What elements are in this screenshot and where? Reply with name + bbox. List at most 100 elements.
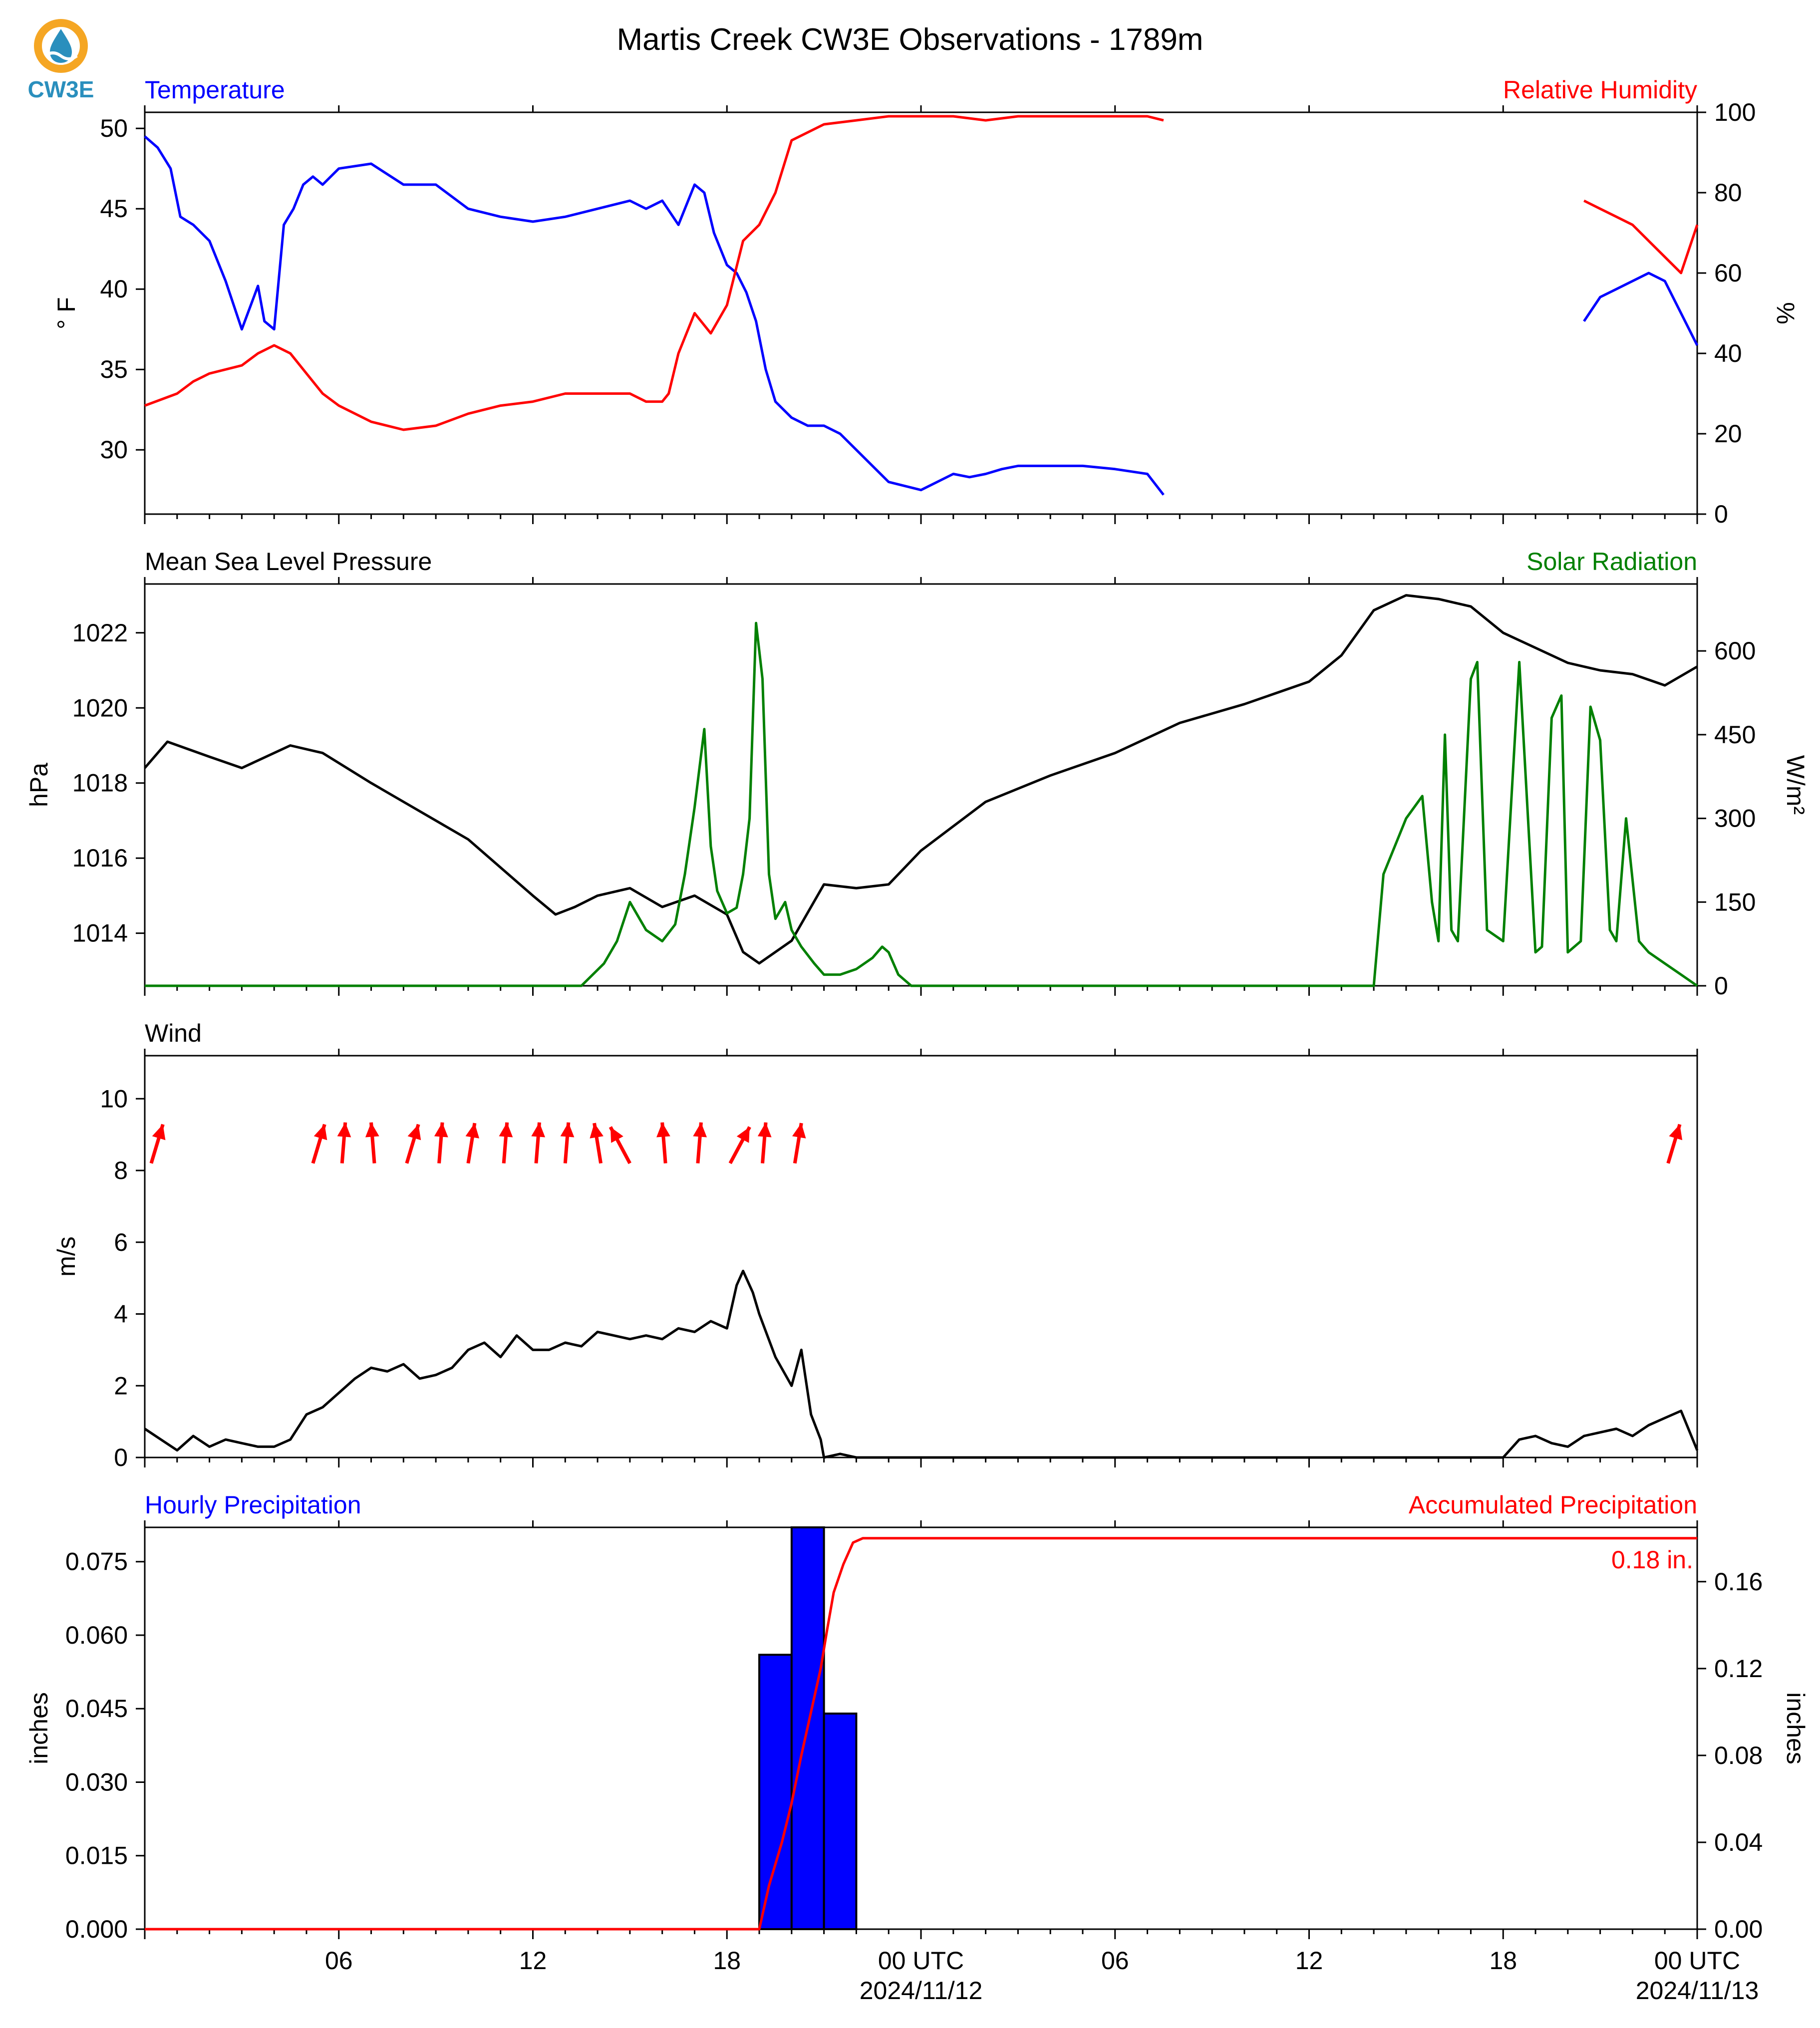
wind-arrow-head <box>560 1122 575 1138</box>
precip-left-tick-label: 0.030 <box>65 1768 128 1796</box>
wind-speed-line <box>144 1269 1699 1459</box>
precip-left-ylabel: inches <box>25 1692 53 1764</box>
temp_rh-left-title: Temperature <box>145 76 285 104</box>
precip-frame <box>144 1526 1698 1930</box>
precip-right-tick-label: 0.08 <box>1714 1741 1763 1769</box>
temp_rh-left-tick-label: 40 <box>100 275 128 303</box>
x-tick-label: 00 UTC <box>878 1947 964 1975</box>
wind-arrow-head <box>792 1123 806 1139</box>
temp_rh-right-tick-label: 0 <box>1714 500 1728 528</box>
pressure_solar-left-title: Mean Sea Level Pressure <box>145 548 432 576</box>
wind-left-tick-label: 8 <box>114 1157 128 1184</box>
pressure_solar-left-tick-label: 1020 <box>72 694 128 722</box>
pressure_solar-left-tick-label: 1022 <box>72 619 128 647</box>
panels: Temperature Relative Humidity303540455002… <box>25 76 1810 2005</box>
x-tick-label: 18 <box>1489 1947 1517 1975</box>
temp_rh-left-tick-label: 35 <box>100 355 128 383</box>
accumulated-total-label: 0.18 in. <box>1611 1546 1693 1574</box>
wind-arrow-head <box>465 1123 480 1139</box>
x-tick-label: 12 <box>519 1947 547 1975</box>
wind-arrow-head <box>152 1124 166 1141</box>
logo-wave-icon <box>44 51 78 60</box>
temperature-line <box>144 135 1165 496</box>
precip-right-tick-label: 0.00 <box>1714 1915 1763 1943</box>
pressure-line <box>144 594 1698 965</box>
wind-arrow-head <box>736 1127 750 1143</box>
wind-arrow-head <box>656 1122 670 1138</box>
wind-arrow-head <box>337 1122 351 1138</box>
chart-title: Martis Creek CW3E Observations - 1789m <box>617 22 1204 57</box>
solar-radiation-line <box>145 621 1698 987</box>
x-tick-label: 06 <box>1101 1947 1129 1975</box>
wind-arrow-head <box>590 1123 604 1139</box>
pressure_solar-right-title: Solar Radiation <box>1526 548 1697 576</box>
wind-arrow-head <box>757 1122 772 1138</box>
temp_rh-left-tick-label: 45 <box>100 195 128 223</box>
temp_rh-right-tick-label: 40 <box>1714 339 1742 367</box>
temp_rh-left-ylabel: ° F <box>52 297 80 329</box>
x-tick-label: 18 <box>713 1947 741 1975</box>
wind-left-tick-label: 6 <box>114 1228 128 1256</box>
pressure_solar-left-tick-label: 1016 <box>72 844 128 872</box>
temp_rh-frame <box>144 111 1698 515</box>
humidity-line <box>1583 199 1699 275</box>
pressure_solar-left-tick-label: 1018 <box>72 769 128 797</box>
wind-frame <box>144 1055 1698 1458</box>
wind-arrow-head <box>407 1124 421 1141</box>
wind-left-tick-label: 4 <box>114 1300 128 1328</box>
pressure_solar-right-tick-label: 600 <box>1714 637 1756 665</box>
wind-left-tick-label: 2 <box>114 1372 128 1400</box>
wind-arrow-head <box>434 1122 448 1138</box>
x-date-label: 2024/11/13 <box>1636 1977 1759 2005</box>
hourly-precip-bar <box>823 1713 858 1931</box>
precip-left-tick-label: 0.075 <box>65 1548 128 1576</box>
x-tick-label: 12 <box>1295 1947 1323 1975</box>
precip-right-title: Accumulated Precipitation <box>1409 1491 1697 1519</box>
pressure_solar-right-tick-label: 150 <box>1714 888 1756 916</box>
precip-left-tick-label: 0.000 <box>65 1915 128 1943</box>
pressure_solar-right-tick-label: 0 <box>1714 972 1728 1000</box>
hourly-precip-bar <box>758 1654 793 1930</box>
logo-text: CW3E <box>28 76 94 102</box>
pressure_solar-right-tick-label: 450 <box>1714 721 1756 749</box>
wind-left-ylabel: m/s <box>52 1236 80 1277</box>
pressure_solar-right-tick-label: 300 <box>1714 805 1756 833</box>
temp_rh-right-ylabel: % <box>1772 302 1800 324</box>
precip-right-tick-label: 0.04 <box>1714 1828 1763 1856</box>
wind-arrow-head <box>365 1122 379 1138</box>
temp_rh-right-title: Relative Humidity <box>1503 76 1697 104</box>
temp_rh-left-tick-label: 30 <box>100 436 128 464</box>
pressure_solar-right-ylabel: W/m² <box>1782 755 1810 815</box>
temp_rh-right-tick-label: 20 <box>1714 420 1742 448</box>
temp_rh-right-tick-label: 60 <box>1714 259 1742 287</box>
pressure_solar-left-ylabel: hPa <box>25 763 53 807</box>
precip-left-tick-label: 0.045 <box>65 1695 128 1723</box>
wind-arrow-head <box>313 1124 327 1141</box>
wind-left-tick-label: 10 <box>100 1085 128 1113</box>
wind-left-title: Wind <box>145 1019 202 1047</box>
precip-right-tick-label: 0.16 <box>1714 1568 1763 1596</box>
precip-left-title: Hourly Precipitation <box>145 1491 361 1519</box>
x-tick-label: 06 <box>325 1947 353 1975</box>
pressure_solar-left-tick-label: 1014 <box>72 919 128 947</box>
temp_rh-right-tick-label: 80 <box>1714 179 1742 207</box>
temp_rh-right-tick-label: 100 <box>1714 98 1756 126</box>
precip-right-tick-label: 0.12 <box>1714 1655 1763 1683</box>
temp_rh-left-tick-label: 50 <box>100 114 128 142</box>
wind-arrow-head <box>610 1127 623 1143</box>
precip-left-tick-label: 0.015 <box>65 1842 128 1870</box>
wind-arrow-head <box>693 1122 707 1138</box>
x-date-label: 2024/11/12 <box>860 1977 983 2005</box>
accumulated-precip-line <box>145 1537 1697 1931</box>
precip-left-tick-label: 0.060 <box>65 1621 128 1649</box>
cw3e-logo: CW3E <box>28 19 94 102</box>
wind-arrow-head <box>531 1122 546 1138</box>
wind-arrow-head <box>499 1122 513 1138</box>
logo-ring-icon <box>34 19 88 73</box>
x-tick-label: 00 UTC <box>1654 1947 1740 1975</box>
precip-right-ylabel: inches <box>1782 1692 1810 1764</box>
wind-left-tick-label: 0 <box>114 1444 128 1471</box>
temperature-line <box>1583 272 1699 346</box>
